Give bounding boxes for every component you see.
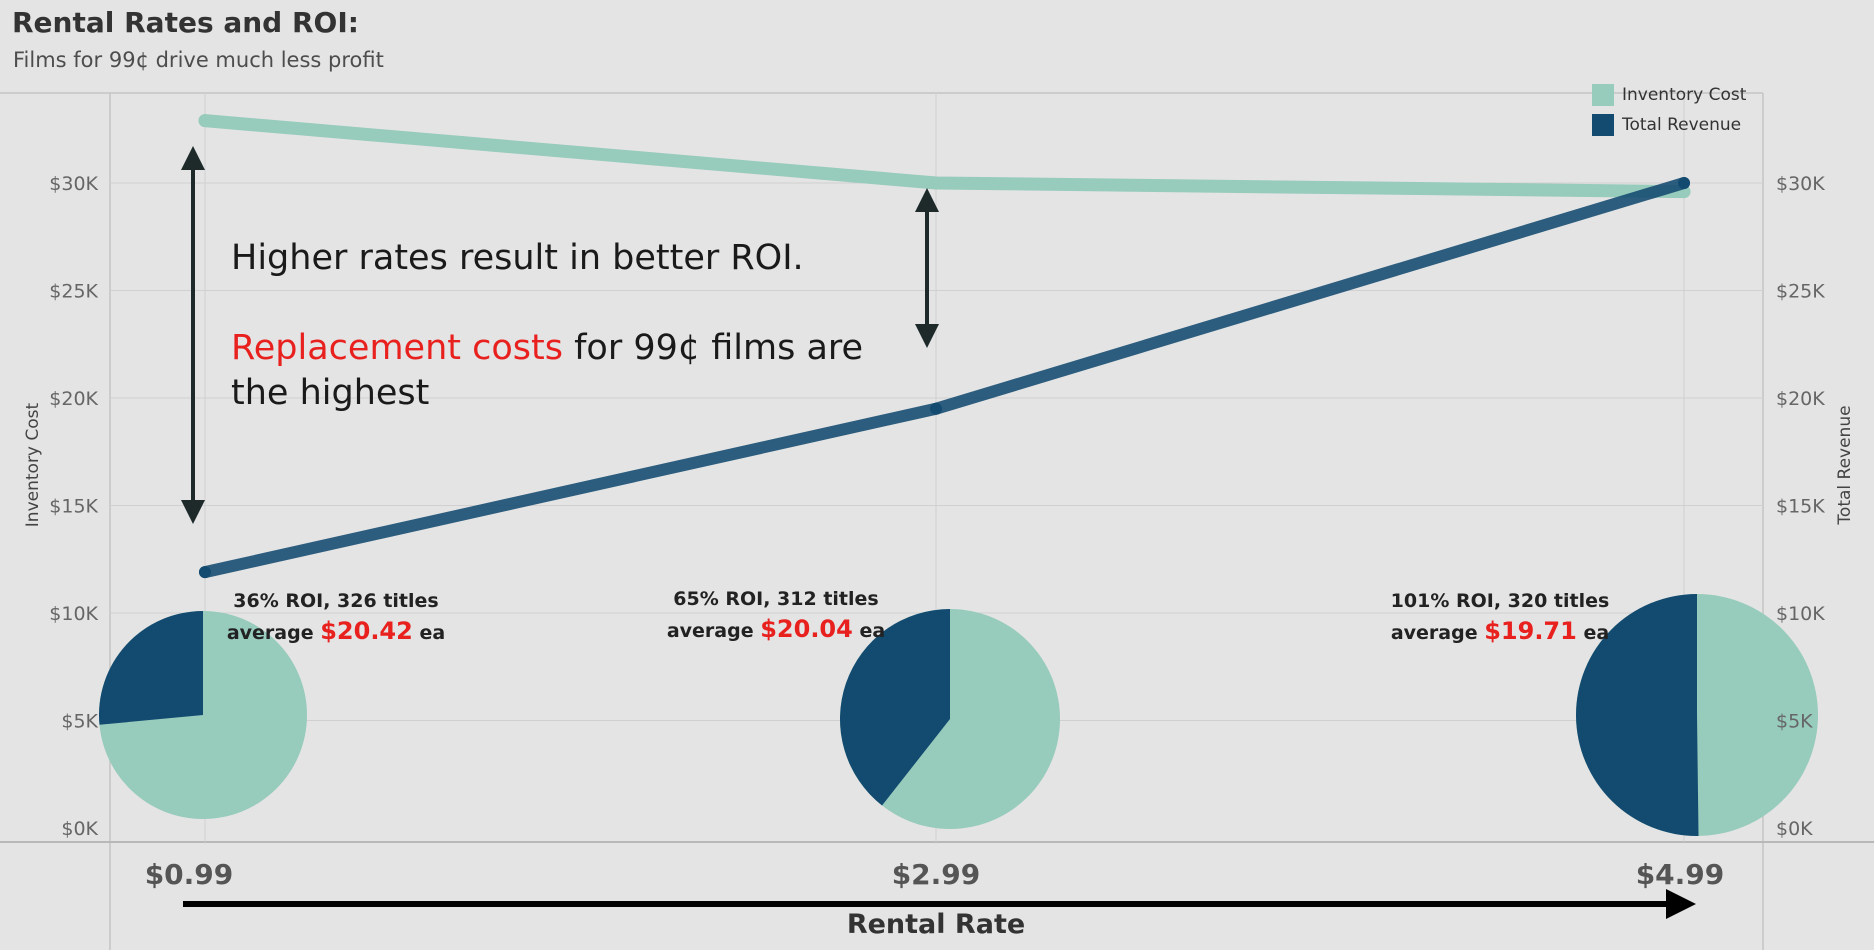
y-tick-label-right: $20K (1776, 388, 1825, 410)
legend-item-total-revenue[interactable]: Total Revenue (1592, 110, 1746, 140)
y-axis-title-left: Inventory Cost (23, 402, 43, 527)
y-tick-label-left: $0K (61, 818, 98, 840)
roi-annotation: Higher rates result in better ROI. Repla… (231, 236, 931, 416)
y-tick-label-left: $10K (49, 603, 98, 625)
pie-avg-suffix: ea (412, 622, 446, 644)
pie-avg-prefix: average (226, 622, 321, 644)
y-tick-label-right: $0K (1776, 818, 1813, 840)
x-tick-label: $0.99 (145, 858, 234, 891)
y-tick-label-left: $20K (49, 388, 98, 410)
y-axis-title-right: Total Revenue (1835, 405, 1855, 525)
pie-average-line: average $20.42 ea (176, 616, 496, 648)
point-inventory-cost (198, 114, 212, 128)
y-tick-label-left: $5K (61, 711, 98, 733)
pie-slice-total-revenue (840, 609, 950, 806)
pie-roi-text: 36% ROI, 326 titles (233, 590, 439, 612)
pie-avg-prefix: average (1390, 622, 1485, 644)
pie-avg-value: $20.04 (760, 615, 853, 643)
x-tick-label: $2.99 (892, 858, 981, 891)
y-tick-label-left: $15K (49, 496, 98, 518)
pie-average-line: average $20.04 ea (616, 614, 936, 646)
y-tick-label-left: $25K (49, 281, 98, 303)
line-inventory-cost (198, 114, 1691, 199)
pie-label-2-99: 65% ROI, 312 titles average $20.04 ea (616, 584, 936, 646)
pie-average-line: average $19.71 ea (1340, 616, 1660, 648)
pie-avg-value: $20.42 (320, 617, 413, 645)
y-tick-label-right: $25K (1776, 281, 1825, 303)
x-tick-label: $4.99 (1636, 858, 1725, 891)
annotation-line-2: for 99¢ films are (562, 328, 864, 368)
legend-item-inventory-cost[interactable]: Inventory Cost (1592, 80, 1746, 110)
pie-roi-text: 65% ROI, 312 titles (673, 588, 879, 610)
pie-avg-suffix: ea (1576, 622, 1610, 644)
legend-label-total-revenue: Total Revenue (1622, 115, 1742, 135)
y-tick-label-right: $15K (1776, 496, 1825, 518)
chart-subtitle: Films for 99¢ drive much less profit (13, 48, 384, 72)
legend: Inventory Cost Total Revenue (1592, 80, 1746, 140)
point-total-revenue (199, 566, 211, 579)
annotation-line-3: the highest (231, 373, 430, 413)
pie-avg-prefix: average (666, 620, 761, 642)
pie-slice-total-revenue (98, 611, 203, 725)
legend-swatch-inventory-cost (1592, 84, 1614, 106)
x-axis-title: Rental Rate (847, 909, 1025, 940)
pie-label-4-99: 101% ROI, 320 titles average $19.71 ea (1340, 586, 1660, 648)
annotation-highlight: Replacement costs (231, 328, 563, 368)
y-tick-label-right: $30K (1776, 173, 1825, 195)
y-tick-label-right: $5K (1776, 711, 1813, 733)
point-total-revenue (1678, 177, 1690, 189)
chart-title: Rental Rates and ROI: (12, 6, 359, 39)
legend-swatch-total-revenue (1592, 114, 1614, 136)
point-total-revenue (930, 402, 942, 415)
pie-label-0-99: 36% ROI, 326 titles average $20.42 ea (176, 586, 496, 648)
pie-roi-text: 101% ROI, 320 titles (1390, 590, 1610, 612)
y-tick-label-left: $30K (49, 173, 98, 195)
pie-avg-value: $19.71 (1484, 617, 1577, 645)
y-tick-label-right: $10K (1776, 603, 1825, 625)
annotation-line-1: Higher rates result in better ROI. (231, 238, 804, 278)
pie-avg-suffix: ea (852, 620, 886, 642)
point-inventory-cost (929, 176, 943, 190)
pie-slice-total-revenue (1575, 594, 1699, 836)
legend-label-inventory-cost: Inventory Cost (1622, 85, 1747, 105)
